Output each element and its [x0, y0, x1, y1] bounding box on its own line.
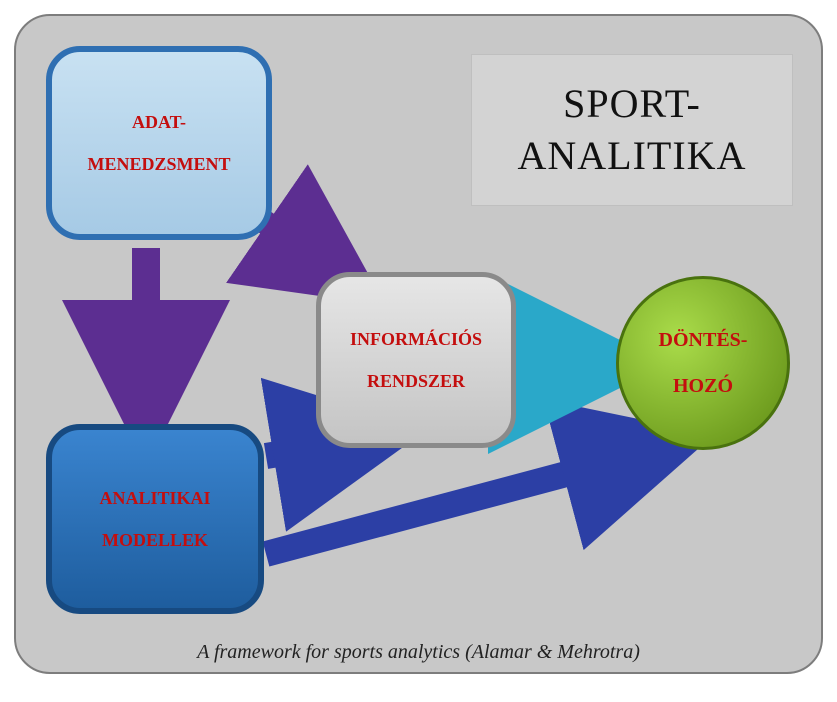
node-analytical-models-line1: ANALITIKAI [89, 488, 220, 509]
diagram-caption: A framework for sports analytics (Alamar… [16, 641, 821, 664]
node-decision-maker-line2: HOZÓ [649, 375, 758, 398]
node-data-management: ADAT- MENEDZSMENT [46, 46, 272, 240]
arrow-models-to-decision [266, 448, 664, 554]
diagram-frame: SPORT- ANALITIKA [14, 14, 823, 674]
node-decision-maker: DÖNTÉS- HOZÓ [616, 276, 790, 450]
title-line2: ANALITIKA [518, 130, 747, 182]
node-data-management-line1: ADAT- [77, 112, 240, 133]
node-information-system-line2: RENDSZER [340, 371, 492, 392]
node-information-system: INFORMÁCIÓS RENDSZER [316, 272, 516, 448]
node-data-management-line2: MENEDZSMENT [77, 154, 240, 175]
diagram-title: SPORT- ANALITIKA [471, 54, 793, 206]
title-line1: SPORT- [563, 78, 701, 130]
node-analytical-models-line2: MODELLEK [89, 530, 220, 551]
arrow-dm-to-info [256, 216, 346, 278]
node-decision-maker-line1: DÖNTÉS- [649, 329, 758, 352]
node-analytical-models: ANALITIKAI MODELLEK [46, 424, 264, 614]
node-information-system-line1: INFORMÁCIÓS [340, 329, 492, 350]
